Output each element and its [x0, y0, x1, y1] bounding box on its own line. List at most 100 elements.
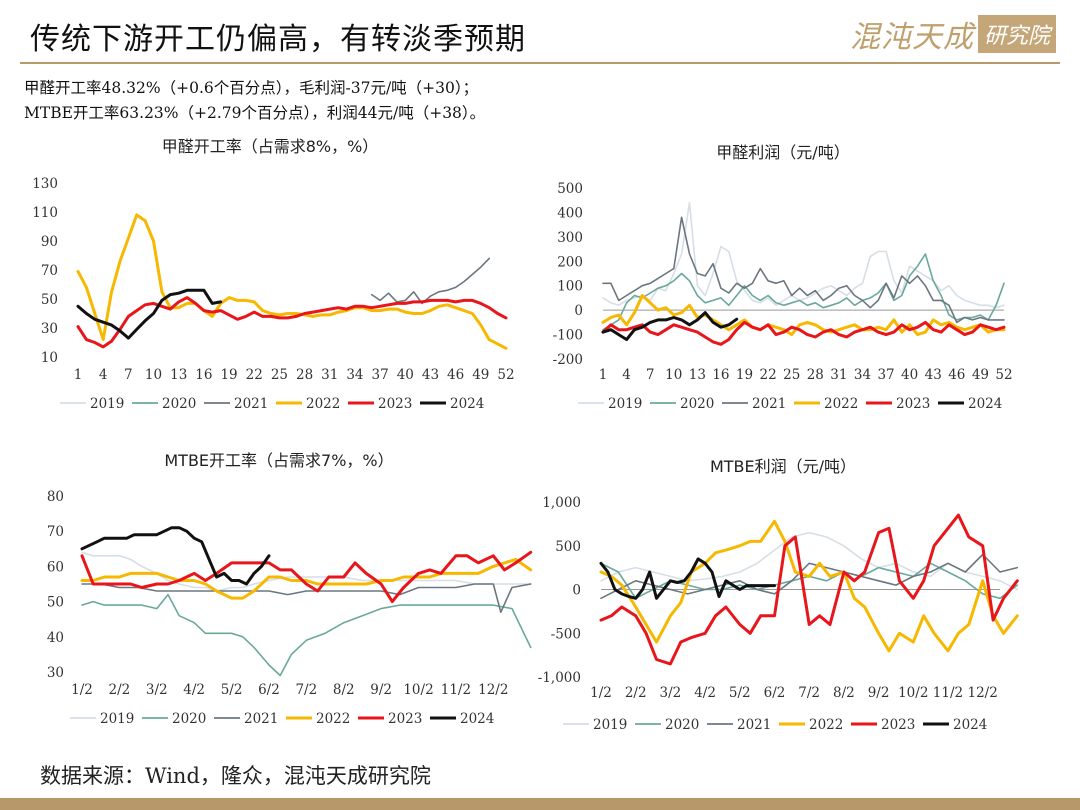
legend-label-2021: 2021 — [244, 711, 278, 727]
series-line-2024 — [76, 288, 223, 340]
legend-label-2024: 2024 — [460, 711, 494, 727]
x-tick-label: 10 — [665, 367, 682, 383]
y-tick-label: 70 — [41, 263, 58, 279]
x-tick-label: 28 — [807, 367, 824, 383]
series-line-2024 — [599, 557, 776, 600]
x-tick-label: 49 — [972, 367, 989, 383]
x-tick-label: 19 — [736, 367, 753, 383]
x-tick-label: 46 — [948, 367, 965, 383]
y-tick-label: 500 — [557, 181, 583, 197]
legend-label-2020: 2020 — [665, 717, 699, 733]
y-tick-label: 80 — [47, 489, 64, 505]
legend-label-2021: 2021 — [737, 717, 771, 733]
brand-text: 混沌天成 — [849, 20, 974, 55]
y-tick-label: 100 — [557, 279, 583, 295]
x-tick-label: 3/2 — [660, 685, 682, 701]
y-tick-label: 0 — [574, 303, 583, 319]
x-tick-label: 13 — [170, 367, 187, 383]
y-tick-label: 0 — [572, 583, 581, 599]
y-tick-label: 110 — [32, 205, 58, 221]
legend-label-2019: 2019 — [100, 711, 134, 727]
x-tick-label: 31 — [321, 367, 338, 383]
y-tick-label: 10 — [41, 350, 58, 366]
x-tick-label: 4/2 — [183, 682, 205, 698]
y-tick-label: 1,000 — [542, 495, 581, 511]
legend-label-2023: 2023 — [388, 711, 422, 727]
legend-label-2020: 2020 — [680, 396, 714, 412]
y-tick-label: 300 — [557, 230, 583, 246]
legend-label-2022: 2022 — [809, 717, 843, 733]
brand-logo: 混沌天成 研究院 — [850, 12, 1056, 56]
bottom-bar — [0, 798, 1080, 810]
x-tick-label: 5/2 — [729, 685, 751, 701]
x-tick-label: 13 — [689, 367, 706, 383]
x-tick-label: 52 — [995, 367, 1012, 383]
x-tick-label: 25 — [783, 367, 800, 383]
x-tick-label: 37 — [877, 367, 894, 383]
y-tick-label: 50 — [47, 595, 64, 611]
series-line-2023 — [76, 296, 508, 349]
y-tick-label: -100 — [553, 328, 583, 344]
x-tick-label: 7/2 — [295, 682, 317, 698]
series-line-2022 — [601, 294, 1006, 337]
chart-title: MTBE开工率（占需求7%，%） — [164, 451, 393, 470]
x-tick-label: 34 — [346, 367, 363, 383]
x-tick-label: 40 — [397, 367, 414, 383]
x-tick-label: 4 — [99, 367, 108, 383]
legend-label-2020: 2020 — [172, 711, 206, 727]
x-tick-label: 12/2 — [478, 682, 508, 698]
legend-label-2021: 2021 — [234, 396, 268, 412]
series-line-2021 — [370, 257, 491, 305]
legend-label-2022: 2022 — [824, 396, 858, 412]
y-tick-label: 60 — [47, 559, 64, 575]
x-tick-label: 22 — [246, 367, 263, 383]
summary-line-2: MTBE开工率63.23%（+2.79个百分点），利润44元/吨（+38）。 — [24, 104, 486, 122]
x-tick-label: 7 — [646, 367, 655, 383]
x-tick-label: 43 — [925, 367, 942, 383]
y-tick-label: 400 — [557, 205, 583, 221]
legend-label-2022: 2022 — [316, 711, 350, 727]
x-tick-label: 8/2 — [833, 685, 855, 701]
legend-label-2021: 2021 — [752, 396, 786, 412]
x-tick-label: 49 — [472, 367, 489, 383]
series-line-2021 — [600, 553, 1019, 600]
summary-line-1: 甲醛开工率48.32%（+0.6个百分点），毛利润-37元/吨（+30）； — [24, 79, 479, 97]
series-line-2022 — [599, 519, 1019, 653]
x-tick-label: 2/2 — [109, 682, 131, 698]
x-tick-label: 6/2 — [258, 682, 280, 698]
series-line-2019 — [600, 531, 1019, 591]
chart-title: 甲醛开工率（占需求8%，%） — [162, 137, 379, 156]
x-tick-label: 9/2 — [370, 682, 392, 698]
x-tick-label: 19 — [220, 367, 237, 383]
series-line-2024 — [80, 526, 271, 586]
x-tick-label: 12/2 — [967, 685, 997, 701]
x-tick-label: 4/2 — [694, 685, 716, 701]
x-tick-label: 43 — [422, 367, 439, 383]
x-tick-label: 37 — [372, 367, 389, 383]
y-tick-label: -500 — [551, 626, 581, 642]
legend-label-2019: 2019 — [608, 396, 642, 412]
legend-label-2024: 2024 — [968, 396, 1002, 412]
series-line-2020 — [600, 562, 1019, 600]
legend-label-2023: 2023 — [881, 717, 915, 733]
series-line-2023 — [599, 513, 1019, 666]
series-line-2020 — [81, 593, 532, 677]
x-tick-label: 28 — [296, 367, 313, 383]
x-tick-label: 40 — [901, 367, 918, 383]
x-tick-label: 11/2 — [933, 685, 963, 701]
series-line-2019 — [602, 201, 1005, 309]
legend-label-2019: 2019 — [593, 717, 627, 733]
legend-label-2023: 2023 — [378, 396, 412, 412]
x-tick-label: 52 — [497, 367, 514, 383]
x-tick-label: 22 — [760, 367, 777, 383]
y-tick-label: 40 — [47, 630, 64, 646]
x-tick-label: 25 — [271, 367, 288, 383]
x-tick-label: 10/2 — [403, 682, 433, 698]
summary: 甲醛开工率48.32%（+0.6个百分点），毛利润-37元/吨（+30）； MT… — [24, 76, 485, 126]
y-tick-label: 30 — [47, 665, 64, 681]
legend-label-2024: 2024 — [953, 717, 987, 733]
x-tick-label: 7/2 — [798, 685, 820, 701]
series-line-2023 — [80, 550, 533, 604]
y-tick-label: 200 — [557, 254, 583, 270]
